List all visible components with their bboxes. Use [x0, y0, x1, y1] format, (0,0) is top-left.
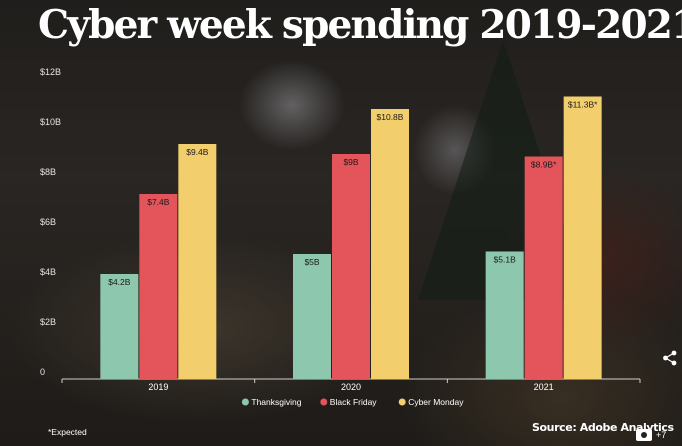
bar-value-label: $4.2B — [108, 277, 131, 287]
y-tick-label: $2B — [40, 317, 56, 327]
y-tick-label: 0 — [40, 367, 45, 377]
bar — [332, 154, 370, 379]
x-tick-label: 2021 — [534, 382, 554, 392]
bar — [293, 254, 331, 379]
bar — [371, 109, 409, 379]
x-tick-label: 2020 — [341, 382, 361, 392]
bar-value-label: $9.4B — [186, 147, 209, 157]
bar — [485, 251, 524, 379]
bar — [139, 194, 178, 379]
bar — [524, 156, 563, 379]
bar-value-label: $9B — [343, 157, 358, 167]
legend-swatch — [320, 398, 328, 406]
y-tick-label: $10B — [40, 117, 61, 127]
bar-value-label: $7.4B — [147, 197, 170, 207]
photo-count: +7 — [656, 430, 667, 440]
photo-gallery-button[interactable]: +7 — [636, 428, 666, 442]
chart-title: Cyber week spending 2019-2021 — [38, 2, 682, 48]
bar-value-label: $8.9B* — [531, 160, 557, 170]
footnote: *Expected — [48, 427, 87, 437]
y-tick-label: $8B — [40, 167, 56, 177]
bar-value-label: $5.1B — [494, 255, 517, 265]
legend-label: Thanksgiving — [251, 397, 301, 407]
legend-label: Black Friday — [330, 397, 378, 407]
x-tick-label: 2019 — [148, 382, 168, 392]
camera-icon — [636, 429, 652, 441]
legend-swatch — [398, 398, 406, 406]
legend-label: Cyber Monday — [408, 397, 464, 407]
y-tick-label: $12B — [40, 67, 61, 77]
bar-value-label: $5B — [304, 257, 319, 267]
bar — [563, 96, 602, 379]
share-icon[interactable] — [661, 349, 679, 367]
bar-value-label: $10.8B — [377, 112, 404, 122]
y-tick-label: $6B — [40, 217, 56, 227]
bar-value-label: $11.3B* — [568, 100, 598, 110]
bar — [100, 274, 139, 379]
y-tick-label: $4B — [40, 267, 56, 277]
legend-swatch — [241, 398, 249, 406]
bar — [178, 144, 217, 379]
